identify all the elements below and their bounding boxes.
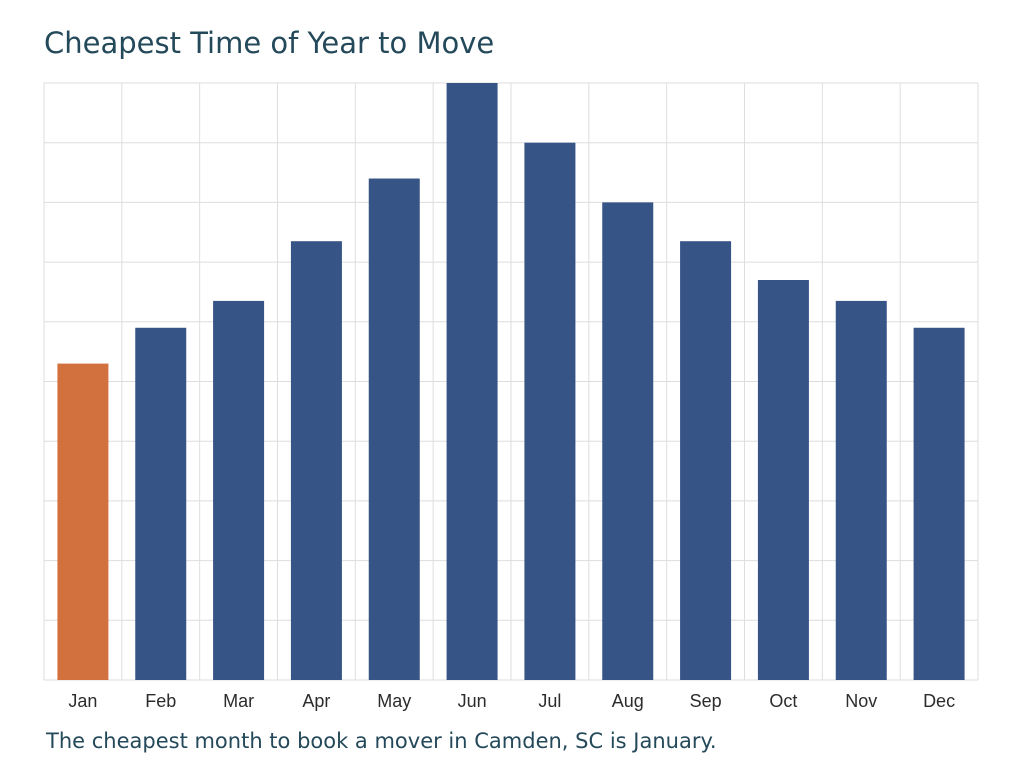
bar-jun — [446, 83, 498, 680]
bar-sep — [680, 241, 732, 680]
x-tick-label-aug: Aug — [612, 691, 644, 711]
x-tick-label-may: May — [377, 691, 411, 711]
bar-feb — [135, 327, 187, 680]
chart-title: Cheapest Time of Year to Move — [44, 26, 495, 60]
x-axis-tick-labels: Jan Feb Mar Apr May Jun Jul Aug Sep Oct Nov Dec — [68, 691, 955, 711]
chart-caption: The cheapest month to book a mover in Ca… — [46, 729, 717, 753]
bar-jul — [524, 142, 576, 680]
bar-mar — [213, 300, 265, 680]
x-tick-label-mar: Mar — [223, 691, 254, 711]
bar-apr — [290, 241, 342, 680]
grid — [43, 82, 979, 681]
x-tick-label-apr: Apr — [302, 691, 330, 711]
bars — [57, 83, 965, 680]
x-tick-label-feb: Feb — [145, 691, 176, 711]
x-tick-label-sep: Sep — [690, 691, 722, 711]
bar-dec — [913, 327, 965, 680]
x-tick-label-jan: Jan — [68, 691, 97, 711]
bar-jan — [57, 363, 109, 680]
bar-aug — [602, 202, 654, 680]
x-tick-label-nov: Nov — [845, 691, 877, 711]
bar-nov — [835, 300, 887, 680]
bar-oct — [757, 280, 809, 680]
x-tick-label-dec: Dec — [923, 691, 955, 711]
x-tick-label-jul: Jul — [538, 691, 561, 711]
x-tick-label-jun: Jun — [458, 691, 487, 711]
bar-may — [368, 178, 420, 680]
x-tick-label-oct: Oct — [769, 691, 797, 711]
